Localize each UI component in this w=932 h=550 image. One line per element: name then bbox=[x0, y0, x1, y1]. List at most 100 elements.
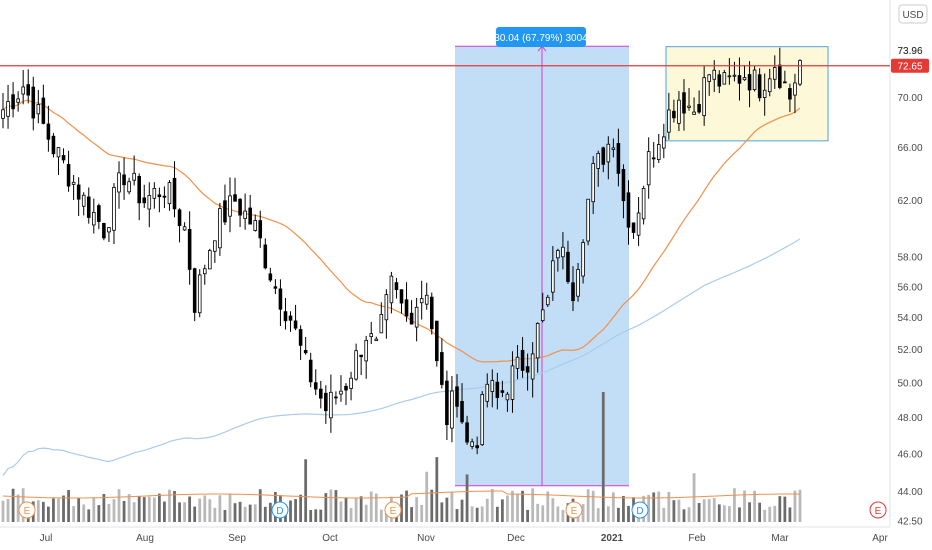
currency-button[interactable]: USD bbox=[898, 4, 928, 24]
candle-body bbox=[445, 380, 449, 426]
candle-body bbox=[591, 163, 595, 203]
volume-bar bbox=[445, 497, 449, 522]
candle-body bbox=[157, 194, 162, 198]
candle-body bbox=[26, 84, 31, 96]
volume-bar bbox=[228, 493, 232, 522]
volume-bar bbox=[77, 497, 81, 522]
volume-bar bbox=[591, 490, 595, 522]
candle-body bbox=[762, 89, 767, 98]
volume-bar bbox=[727, 506, 731, 522]
candle-body bbox=[243, 210, 247, 219]
candle-body bbox=[561, 246, 565, 258]
candle-body bbox=[97, 205, 101, 222]
volume-bar bbox=[778, 496, 782, 522]
volume-bar bbox=[117, 489, 121, 522]
candle-body bbox=[505, 393, 510, 401]
volume-bar bbox=[107, 503, 111, 522]
volume-bar bbox=[606, 506, 610, 522]
volume-bar bbox=[268, 502, 272, 522]
candle-body bbox=[641, 187, 646, 220]
candle-body bbox=[757, 74, 762, 99]
event-marker bbox=[18, 501, 36, 519]
candle-body bbox=[253, 220, 258, 231]
candle-body bbox=[1, 109, 5, 119]
volume-bar bbox=[359, 496, 363, 522]
volume-bar bbox=[546, 491, 550, 522]
candle-body bbox=[41, 97, 46, 124]
volume-bar bbox=[248, 504, 252, 522]
volume-bar bbox=[299, 494, 303, 522]
candle-body bbox=[298, 329, 303, 346]
candle-body bbox=[742, 77, 747, 81]
volume-bar bbox=[233, 503, 237, 522]
candle-body bbox=[525, 366, 530, 373]
volume-bar bbox=[47, 506, 50, 522]
candle-body bbox=[132, 172, 136, 181]
consolidation-range-box[interactable] bbox=[665, 46, 829, 142]
time-tick-label: Feb bbox=[688, 533, 706, 544]
candle-body bbox=[656, 144, 661, 160]
volume-bar bbox=[783, 496, 787, 522]
price-tick-label: 62.00 bbox=[897, 196, 922, 207]
volume-bar bbox=[314, 509, 318, 522]
volume-bar bbox=[152, 497, 156, 522]
candle-body bbox=[571, 282, 575, 302]
price-tick-label: 42.50 bbox=[897, 516, 922, 527]
candle-body bbox=[747, 74, 752, 91]
candle-body bbox=[102, 222, 106, 239]
volume-bar bbox=[258, 489, 262, 522]
candle-body bbox=[551, 260, 555, 293]
volume-bar bbox=[465, 474, 469, 522]
volume-bar bbox=[263, 506, 267, 522]
measure-label: 30.04 (67.79%) 3004 bbox=[494, 27, 588, 47]
candles bbox=[1, 47, 802, 455]
candle-body bbox=[621, 169, 626, 202]
candle-body bbox=[16, 98, 20, 103]
price-tick-label: 66.00 bbox=[897, 143, 922, 154]
candle-body bbox=[117, 172, 121, 193]
price-tick-label: 70.00 bbox=[897, 93, 922, 104]
event-marker bbox=[271, 501, 289, 519]
volume-bar bbox=[798, 489, 802, 522]
volume-bar bbox=[430, 489, 434, 522]
volume-bar bbox=[6, 499, 10, 522]
candle-body bbox=[263, 244, 268, 269]
volume-bar bbox=[238, 501, 242, 522]
volume-bar bbox=[178, 502, 181, 522]
volume-bar bbox=[304, 459, 308, 522]
volume-bar bbox=[420, 504, 424, 522]
volume-bar bbox=[92, 497, 96, 522]
time-axis-labels: Jul Aug Sep Oct Nov Dec 2021 Feb Mar Apr bbox=[40, 533, 889, 544]
candle-body bbox=[651, 157, 656, 160]
candle-body bbox=[223, 200, 227, 223]
price-tick-label: 58.00 bbox=[897, 252, 922, 263]
volume-bar bbox=[137, 496, 141, 522]
volume-bar bbox=[440, 502, 444, 522]
candle-body bbox=[440, 352, 444, 385]
candle-body bbox=[334, 396, 338, 399]
candle-body bbox=[772, 67, 777, 80]
candle-body bbox=[429, 296, 434, 330]
candle-body bbox=[470, 441, 474, 447]
price-tick-label: 73.96 bbox=[897, 46, 922, 57]
candle-body bbox=[152, 188, 157, 199]
candle-body bbox=[329, 391, 333, 419]
candle-body bbox=[61, 155, 66, 161]
volume-bar bbox=[617, 507, 620, 522]
volume-bar bbox=[531, 488, 535, 522]
candle-body bbox=[303, 350, 308, 354]
volume-bar bbox=[611, 492, 615, 522]
volume-bar bbox=[122, 500, 126, 522]
volume-bar bbox=[400, 494, 403, 522]
candle-body bbox=[697, 104, 701, 113]
volume-bar bbox=[460, 499, 464, 522]
volume-bar bbox=[490, 489, 494, 522]
candle-body bbox=[319, 388, 323, 399]
price-badge-last-text: 72.65 bbox=[897, 61, 922, 72]
volume-bar bbox=[596, 508, 600, 522]
candle-body bbox=[233, 194, 237, 202]
candle-body bbox=[793, 82, 797, 96]
candle-body bbox=[778, 64, 782, 88]
volume-bar bbox=[11, 488, 15, 522]
